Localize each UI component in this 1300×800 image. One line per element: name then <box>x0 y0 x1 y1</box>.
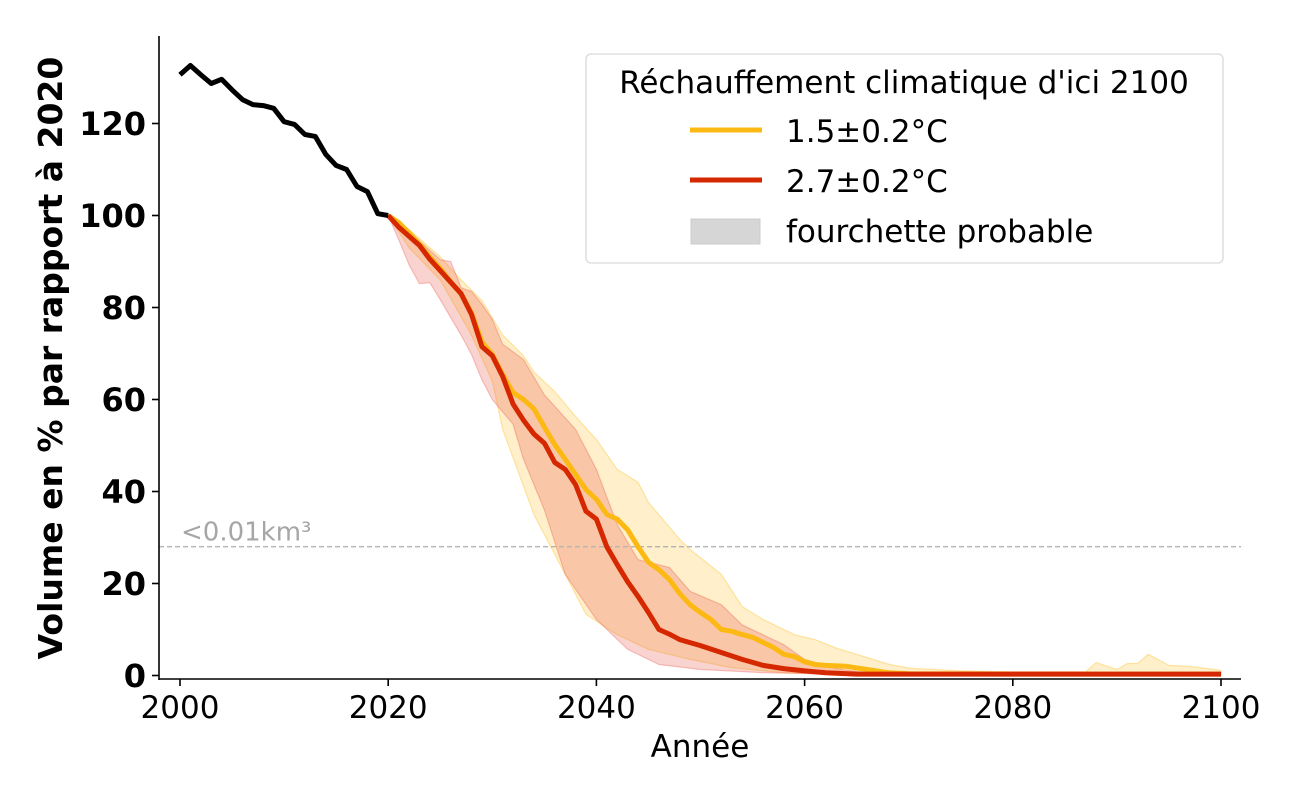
x-tick-label: 2100 <box>1182 690 1261 726</box>
y-tick-label: 20 <box>101 565 146 603</box>
y-tick-label: 100 <box>79 197 146 235</box>
x-axis-title: Année <box>651 729 750 765</box>
legend: Réchauffement climatique d'ici 2100 1.5±… <box>585 53 1224 264</box>
x-ticks: 2000 2020 2040 2060 2080 2100 <box>141 679 1261 726</box>
legend-label-range: fourchette probable <box>786 214 1093 250</box>
x-tick-label: 2020 <box>349 690 428 726</box>
x-tick-label: 2060 <box>765 690 844 726</box>
x-tick-label: 2040 <box>557 690 636 726</box>
y-tick-label: 120 <box>79 105 146 143</box>
y-tick-label: 60 <box>101 381 146 419</box>
y-tick-label: 40 <box>101 473 146 511</box>
y-axis-title: Volume en % par rapport à 2020 <box>31 57 70 660</box>
legend-label-2-7: 2.7±0.2°C <box>786 164 948 200</box>
legend-swatch-range <box>690 218 761 245</box>
y-tick-label: 0 <box>124 657 146 695</box>
bands-layer <box>387 214 1222 676</box>
x-tick-label: 2000 <box>141 690 220 726</box>
band-1-5 <box>387 214 1222 676</box>
x-tick-label: 2080 <box>973 690 1052 726</box>
threshold-layer: <0.01km³ <box>159 518 1241 548</box>
legend-title: Réchauffement climatique d'ici 2100 <box>619 65 1189 101</box>
legend-frame <box>585 53 1224 264</box>
series-observed-line <box>178 63 389 218</box>
y-ticks: 0 20 40 60 80 100 120 <box>79 105 159 695</box>
y-tick-label: 80 <box>101 289 146 327</box>
threshold-label: <0.01km³ <box>181 518 311 548</box>
series-2-7-line <box>386 213 1221 677</box>
axes <box>158 36 1241 680</box>
series-layer <box>178 63 1221 677</box>
legend-label-1-5: 1.5±0.2°C <box>786 114 948 150</box>
